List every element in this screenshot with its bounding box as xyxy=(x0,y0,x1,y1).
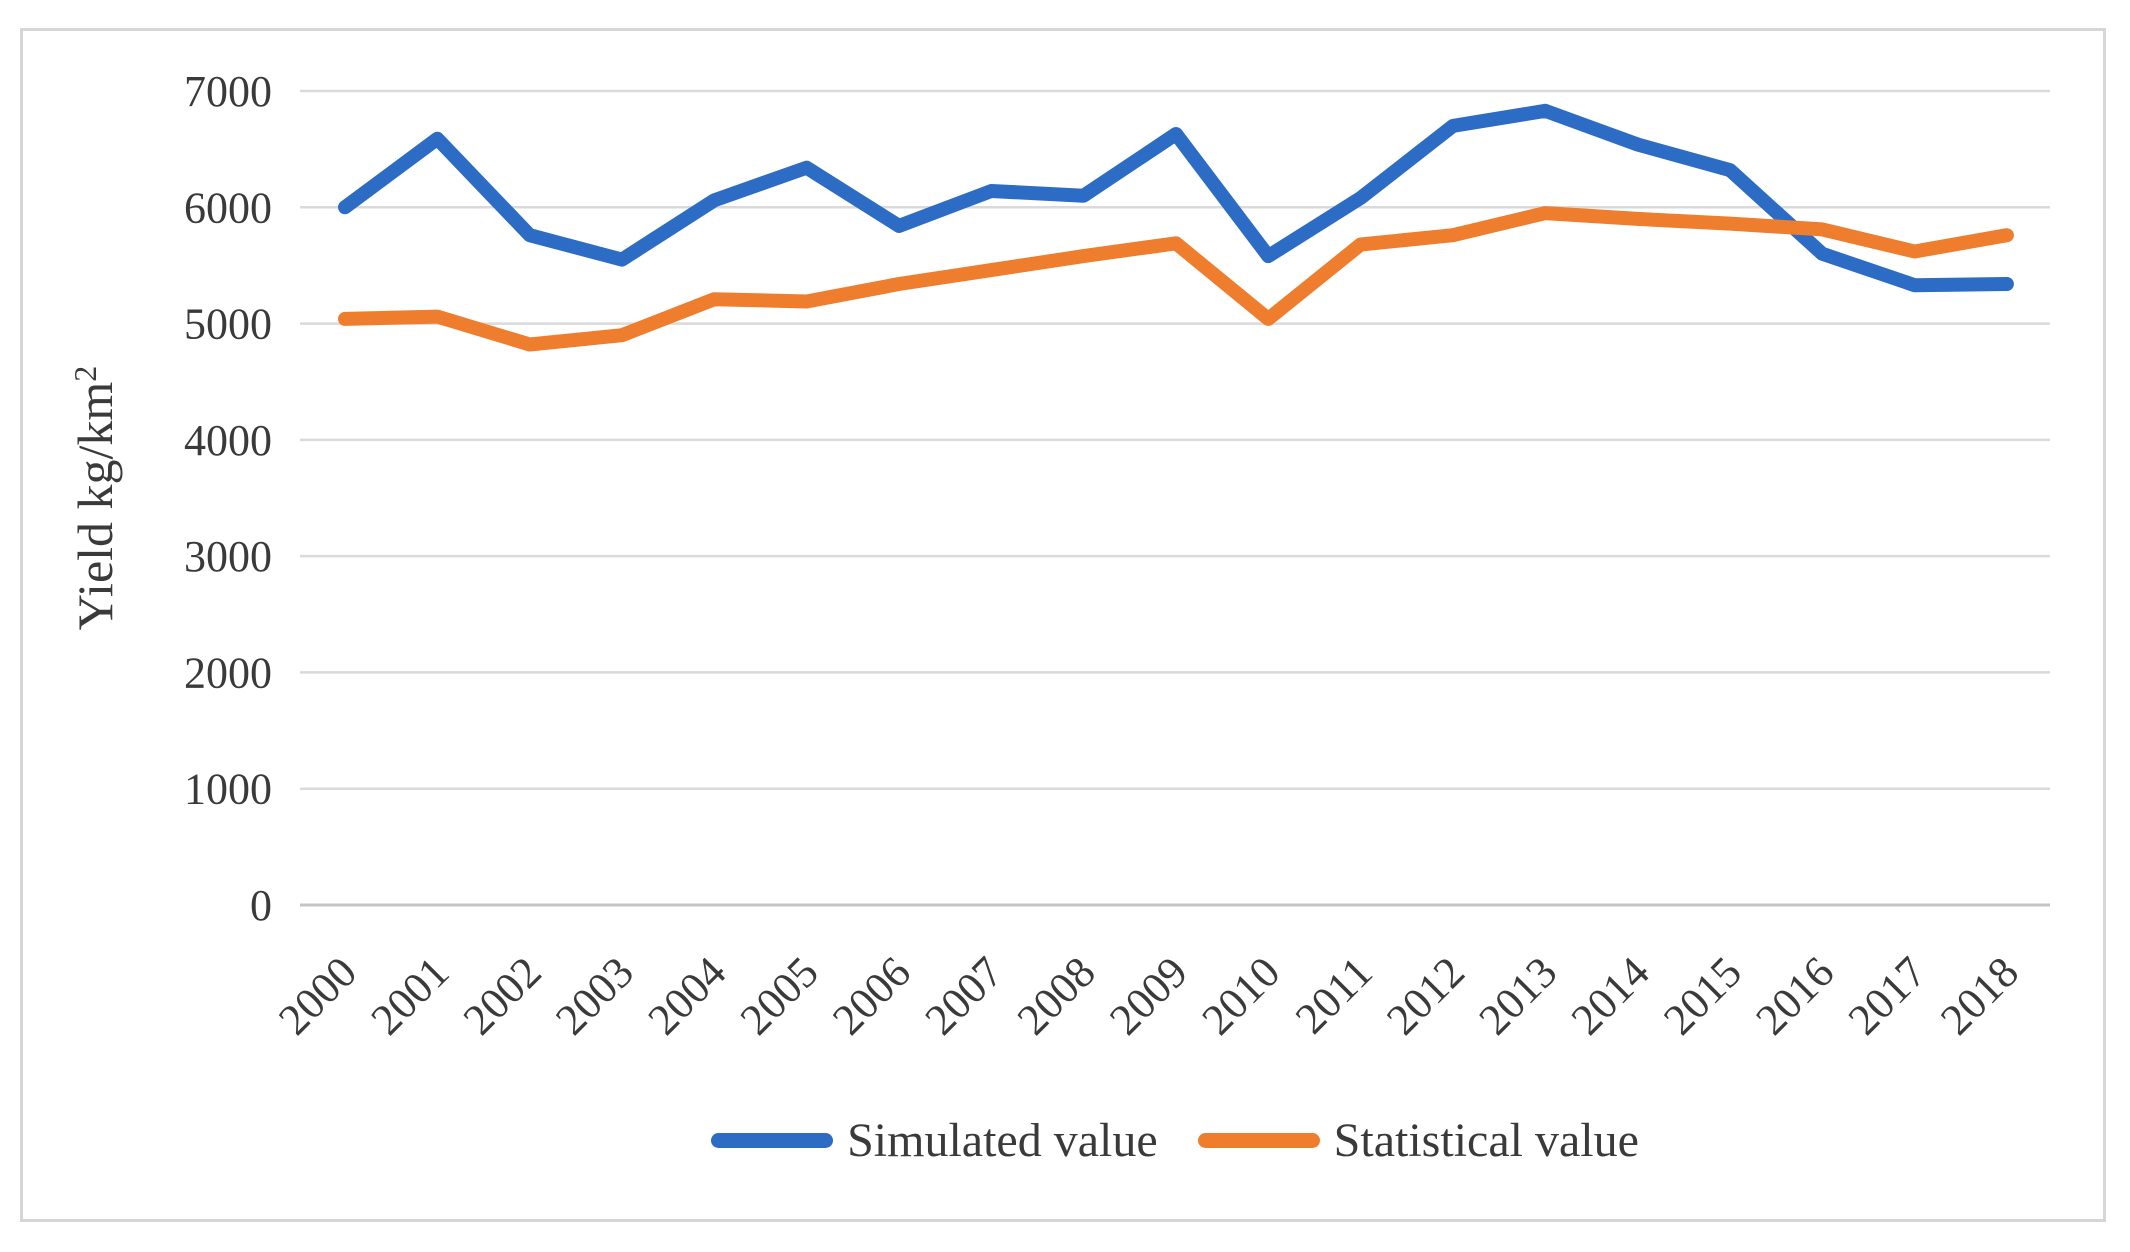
x-tick-label: 2008 xyxy=(1008,947,1105,1044)
x-tick-label: 2012 xyxy=(1377,947,1474,1044)
x-tick-label: 2004 xyxy=(639,947,736,1044)
x-tick-label: 2014 xyxy=(1562,947,1659,1044)
x-tick-label: 2000 xyxy=(269,947,366,1044)
data-series xyxy=(338,103,2014,352)
x-tick-label: 2005 xyxy=(731,947,828,1044)
gridlines xyxy=(300,89,2050,907)
legend-label-statistical-value: Statistical value xyxy=(1333,1113,1639,1167)
x-tick-label: 2007 xyxy=(916,947,1013,1044)
x-tick-label: 2011 xyxy=(1286,947,1382,1043)
y-axis-title-text: Yield kg/km2 xyxy=(67,366,123,631)
y-tick-label: 7000 xyxy=(184,67,272,116)
y-axis-tick-labels: 0 1000 2000 3000 4000 5000 6000 7000 xyxy=(184,67,272,930)
x-tick-label: 2013 xyxy=(1469,947,1566,1044)
y-tick-label: 1000 xyxy=(184,765,272,814)
y-axis-title: Yield kg/km2 xyxy=(67,366,123,631)
x-tick-label: 2002 xyxy=(454,947,551,1044)
legend: Simulated value Statistical value xyxy=(300,1108,2050,1172)
x-axis-tick-labels: 2000200120022003200420052006200720082009… xyxy=(269,947,2028,1044)
y-tick-label: 4000 xyxy=(184,416,272,465)
y-tick-label: 3000 xyxy=(184,532,272,581)
x-tick-label: 2009 xyxy=(1100,947,1197,1044)
series-line-simulated-value xyxy=(338,103,2014,293)
x-tick-label: 2017 xyxy=(1839,947,1936,1044)
x-tick-label: 2001 xyxy=(362,947,459,1044)
y-tick-label: 2000 xyxy=(184,648,272,697)
x-tick-label: 2003 xyxy=(546,947,643,1044)
x-tick-label: 2015 xyxy=(1654,947,1751,1044)
legend-swatch-statistical-value xyxy=(1197,1132,1320,1148)
legend-swatch-simulated-value xyxy=(711,1132,834,1148)
y-tick-label: 6000 xyxy=(184,183,272,232)
x-tick-label: 2018 xyxy=(1931,947,2028,1044)
legend-label-simulated-value: Simulated value xyxy=(847,1113,1158,1167)
x-tick-label: 2010 xyxy=(1192,947,1289,1044)
x-tick-label: 2006 xyxy=(823,947,920,1044)
y-tick-label: 5000 xyxy=(184,300,272,349)
x-tick-label: 2016 xyxy=(1746,947,1843,1044)
y-tick-label: 0 xyxy=(250,881,272,930)
series-line-statistical-value xyxy=(338,206,2014,352)
